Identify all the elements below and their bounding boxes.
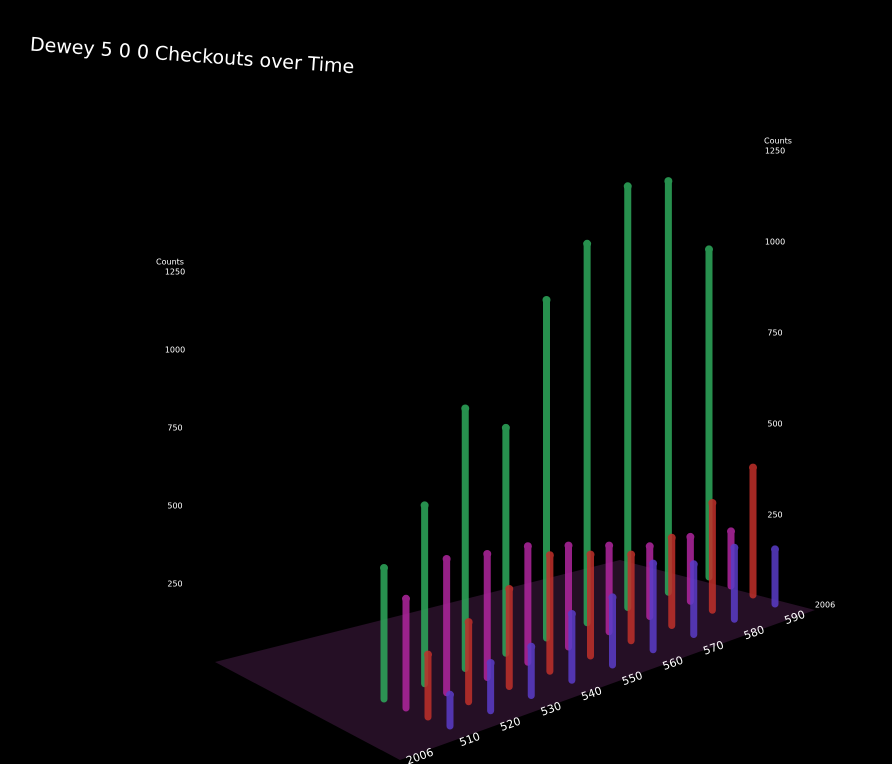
bar-top (527, 642, 536, 651)
bar (667, 533, 676, 629)
bar-top (664, 177, 673, 186)
y-tick-label: 750 (167, 424, 182, 433)
bar (627, 550, 636, 645)
floor (215, 560, 815, 760)
bar-top (608, 593, 617, 602)
bar-top (627, 550, 636, 559)
bar (505, 585, 514, 690)
y-axis-label: Counts (764, 137, 792, 146)
bar (545, 551, 554, 675)
bar (523, 542, 532, 666)
y-tick-label: 250 (167, 580, 182, 589)
bar (608, 593, 617, 669)
bar (623, 182, 632, 611)
bar-top (771, 545, 779, 554)
y-tick-label: 250 (767, 511, 782, 520)
bar-top (689, 560, 698, 569)
bar-top (686, 532, 695, 541)
bar-top (542, 296, 551, 304)
bar-top (464, 618, 473, 627)
bar-top (645, 542, 654, 551)
bar-top (442, 554, 451, 563)
bar (527, 642, 536, 699)
bar-top (708, 499, 717, 507)
y-tick-label: 500 (167, 502, 182, 511)
bar-top (461, 404, 470, 413)
bar-top (583, 239, 592, 248)
bar-top (567, 609, 576, 618)
bar-top (402, 594, 410, 603)
bar-top (749, 463, 757, 472)
bar-top (523, 542, 532, 551)
bar-top (667, 533, 676, 542)
y-tick-label: 1000 (165, 346, 185, 355)
bar (483, 550, 492, 681)
bar (664, 177, 673, 596)
bar-top (545, 551, 554, 560)
y-tick-label: 1000 (765, 238, 785, 247)
bar-top (705, 245, 713, 254)
bar-top (586, 550, 595, 559)
bar-top (483, 550, 492, 558)
bar-top (424, 650, 432, 659)
bar (586, 550, 595, 660)
bar-top (380, 563, 388, 572)
bar-top (623, 182, 632, 191)
bar (446, 690, 454, 730)
bar (730, 543, 739, 623)
bar-top (727, 527, 735, 536)
bar-top (501, 423, 510, 432)
bar (708, 499, 717, 614)
bar-top (446, 690, 454, 699)
bar-top (420, 501, 429, 510)
y-tick-label: 500 (767, 420, 782, 429)
y-axis-label: Counts (156, 258, 184, 267)
y-tick-label: 1250 (165, 268, 185, 277)
bar-top (730, 543, 739, 552)
bar (486, 658, 495, 715)
bar (749, 463, 757, 599)
bar (380, 563, 388, 703)
bar-top (564, 541, 573, 550)
bar (689, 560, 698, 638)
bar (649, 559, 658, 654)
depth-label: 2006 (815, 601, 835, 610)
y-tick-label: 750 (767, 329, 782, 338)
bar (464, 618, 473, 706)
bar (442, 554, 451, 697)
bar-top (486, 658, 495, 667)
bar (402, 594, 410, 712)
bar-top (505, 585, 514, 593)
bar-top (605, 541, 614, 550)
bar (424, 650, 432, 721)
bar (567, 609, 576, 684)
bar (771, 545, 779, 608)
bar-top (649, 559, 658, 568)
y-tick-label: 1250 (765, 147, 785, 156)
